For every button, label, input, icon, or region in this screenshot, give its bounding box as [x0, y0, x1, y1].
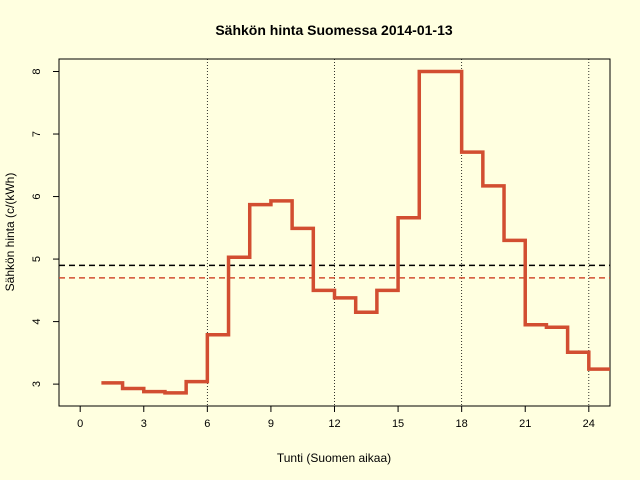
- x-tick-label: 9: [268, 418, 274, 430]
- x-tick-label: 24: [583, 418, 595, 430]
- x-tick-label: 12: [328, 418, 340, 430]
- x-tick-label: 18: [456, 418, 468, 430]
- y-tick-label: 8: [31, 68, 43, 74]
- reference-lines: [59, 264, 610, 279]
- x-tick-label: 6: [204, 418, 210, 430]
- x-tick-label: 3: [141, 418, 147, 430]
- x-tick-label: 21: [519, 418, 531, 430]
- price-step-line: [101, 69, 610, 395]
- y-tick-label: 6: [31, 193, 43, 199]
- y-tick-label: 3: [31, 381, 43, 387]
- x-tick-label: 0: [77, 418, 83, 430]
- x-axis-label: Tunti (Suomen aikaa): [277, 451, 391, 465]
- y-axis-label: Sähkön hinta (c/(kWh): [3, 173, 17, 292]
- x-tick-label: 15: [392, 418, 404, 430]
- y-axis: 3 4 5 6 7 8: [31, 68, 59, 387]
- y-tick-label: 5: [31, 256, 43, 262]
- series-group: [101, 69, 610, 395]
- chart-title: Sähkön hinta Suomessa 2014-01-13: [215, 22, 453, 38]
- y-tick-label: 4: [31, 319, 43, 325]
- y-tick-label: 7: [31, 131, 43, 137]
- x-axis: 0 3 6 9 12 15 18 21 24: [77, 406, 595, 430]
